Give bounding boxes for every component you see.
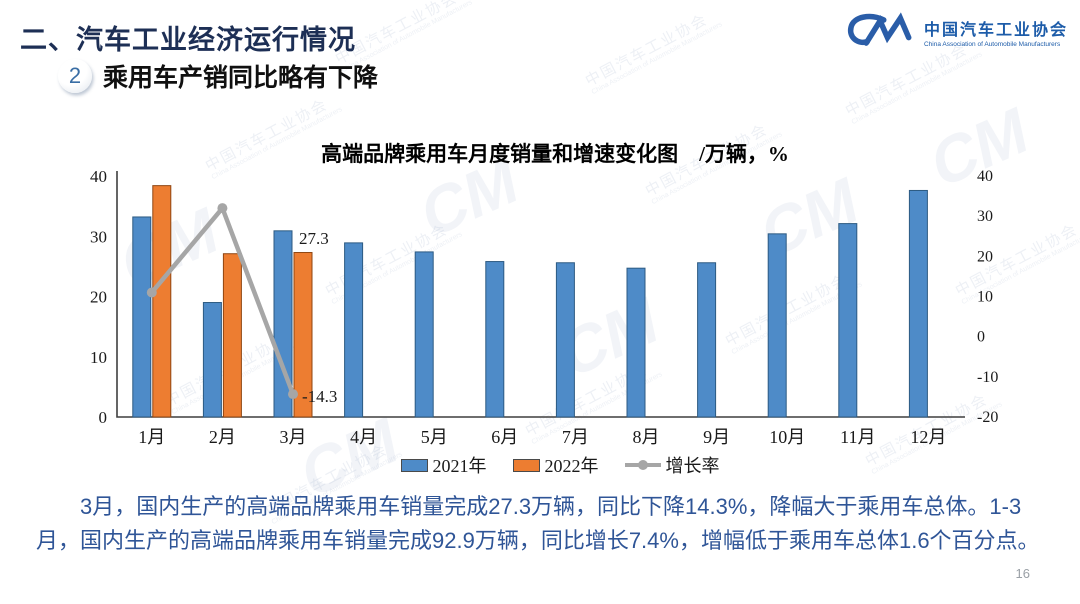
section-title: 乘用车产销同比略有下降: [103, 64, 379, 92]
logo-name-cn: 中国汽车工业协会: [923, 22, 1068, 39]
bar-2022: [222, 253, 242, 418]
left-axis-tick: 10: [90, 348, 107, 367]
right-axis-tick: 20: [977, 248, 993, 265]
bar-2021: [555, 262, 575, 418]
bar-2022: [152, 185, 172, 418]
bar-2021: [202, 302, 222, 418]
legend-swatch-growth-rate: [624, 460, 661, 470]
month-label: 12月: [910, 427, 946, 447]
chart-legend: 2021年 2022年 增长率: [20, 452, 1080, 478]
right-axis-tick: -20: [977, 409, 998, 426]
growth-point: [146, 287, 157, 298]
bar-2021: [697, 262, 717, 418]
month-label: 10月: [769, 427, 805, 447]
legend-label-2021: 2021年: [432, 456, 487, 476]
month-label: 11月: [840, 427, 875, 447]
data-label-27-3: 27.3: [299, 229, 329, 248]
logo-name-en: China Association of Automobile Manufact…: [923, 41, 1061, 48]
month-label: 9月: [703, 427, 730, 447]
right-axis-tick: 10: [977, 289, 993, 306]
legend-label-growth-rate: 增长率: [665, 456, 720, 476]
right-axis-tick: 40: [977, 168, 993, 185]
right-axis-tick: -10: [977, 369, 998, 386]
left-axis-tick: 20: [90, 288, 107, 307]
month-label: 6月: [491, 427, 518, 447]
data-label-minus-14-3: -14.3: [302, 387, 337, 406]
growth-point: [288, 389, 298, 400]
left-axis-tick: 30: [90, 227, 107, 246]
month-label: 1月: [138, 427, 165, 447]
bar-2021: [838, 223, 858, 418]
axis-lines: [116, 171, 965, 418]
caam-logo-text: 中国汽车工业协会 China Association of Automobile…: [924, 16, 1068, 48]
month-label: 4月: [350, 427, 377, 447]
month-label: 7月: [562, 427, 589, 447]
month-label: 5月: [421, 427, 448, 447]
left-axis-tick: 0: [99, 408, 108, 427]
right-axis-tick: 30: [977, 208, 993, 225]
page-number: 16: [1015, 566, 1030, 581]
section-number-badge: 2: [58, 59, 92, 93]
caam-logo-icon: [847, 12, 912, 46]
bar-2021: [414, 251, 434, 418]
legend-swatch-2022: [512, 458, 540, 472]
right-axis-tick: 0: [977, 329, 985, 346]
bar-2021: [132, 216, 152, 418]
growth-point: [217, 203, 228, 214]
legend-item-2022: 2022年: [512, 452, 599, 478]
month-label: 3月: [280, 427, 307, 447]
bar-2021: [626, 267, 646, 418]
bar-2021: [908, 189, 928, 418]
legend-swatch-2021: [400, 458, 428, 472]
legend-item-growth-rate: 增长率: [624, 452, 720, 478]
combo-chart: 0 10 20 30 40 40 30 20 10 0 -10 -20 1月 2月 3月 4月 5月 6月 7月 8月…: [90, 167, 998, 447]
month-label: 2月: [209, 427, 236, 447]
legend-label-2022: 2022年: [544, 456, 599, 476]
bar-2021: [344, 242, 364, 418]
page-title: 二、汽车工业经济运行情况: [20, 25, 356, 55]
bar-2021: [767, 233, 787, 418]
month-label: 8月: [633, 427, 660, 447]
left-axis-tick: 40: [90, 167, 107, 186]
bar-2022: [293, 252, 313, 418]
section-heading: 2 乘用车产销同比略有下降: [58, 58, 378, 94]
bar-2021: [485, 261, 505, 418]
chart-title: 高端品牌乘用车月度销量和增速变化图 /万辆，%: [321, 142, 789, 166]
legend-item-2021: 2021年: [400, 452, 487, 478]
summary-text: 3月，国内生产的高端品牌乘用车销量完成27.3万辆，同比下降14.3%，降幅大于…: [36, 494, 1040, 553]
bar-2021: [273, 230, 293, 418]
caam-logo: 中国汽车工业协会 China Association of Automobile…: [845, 12, 1068, 52]
growth-line: [150, 203, 296, 395]
